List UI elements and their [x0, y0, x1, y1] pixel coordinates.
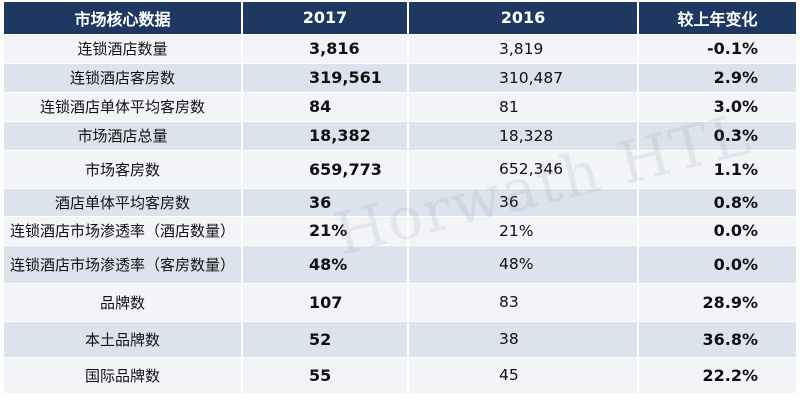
- table-row: 酒店单体平均客房数 36 36 0.8%: [4, 187, 796, 216]
- row-value-2017: 84: [242, 91, 409, 121]
- row-value-2017: 21%: [242, 215, 409, 245]
- row-change: 1.1%: [638, 149, 796, 188]
- row-value-2017: 3,816: [242, 33, 409, 63]
- table-row: 连锁酒店数量 3,816 3,819 -0.1%: [4, 33, 796, 63]
- row-value-2017: 52: [242, 320, 409, 357]
- row-value-2016: 45: [408, 356, 639, 393]
- row-value-2017: 659,773: [242, 149, 409, 188]
- table-header-row: 市场核心数据 2017 2016 较上年变化: [4, 2, 796, 34]
- header-2016: 2016: [408, 2, 639, 34]
- row-label: 国际品牌数: [4, 356, 243, 393]
- row-label: 市场酒店总量: [4, 120, 243, 150]
- row-change: 0.0%: [638, 215, 796, 245]
- row-label: 连锁酒店客房数: [4, 62, 243, 92]
- header-change: 较上年变化: [638, 2, 796, 34]
- row-label: 连锁酒店市场渗透率（酒店数量）: [4, 215, 243, 245]
- row-change: 0.0%: [638, 244, 796, 283]
- row-change: 22.2%: [638, 356, 796, 393]
- table-row: 连锁酒店市场渗透率（客房数量） 48% 48% 0.0%: [4, 244, 796, 283]
- row-label: 连锁酒店单体平均客房数: [4, 91, 243, 121]
- row-label: 连锁酒店市场渗透率（客房数量）: [4, 244, 243, 283]
- header-2017: 2017: [242, 2, 409, 34]
- row-value-2016: 38: [408, 320, 639, 357]
- table-row: 市场客房数 659,773 652,346 1.1%: [4, 149, 796, 188]
- table-row: 连锁酒店单体平均客房数 84 81 3.0%: [4, 91, 796, 121]
- table-row: 品牌数 107 83 28.9%: [4, 282, 796, 321]
- table-row: 市场酒店总量 18,382 18,328 0.3%: [4, 120, 796, 150]
- row-change: -0.1%: [638, 33, 796, 63]
- row-value-2016: 81: [408, 91, 639, 121]
- row-value-2016: 18,328: [408, 120, 639, 150]
- row-value-2017: 319,561: [242, 62, 409, 92]
- row-label: 本土品牌数: [4, 320, 243, 357]
- table-row: 连锁酒店市场渗透率（酒店数量） 21% 21% 0.0%: [4, 215, 796, 245]
- table-row: 连锁酒店客房数 319,561 310,487 2.9%: [4, 62, 796, 92]
- header-metric: 市场核心数据: [4, 2, 243, 34]
- row-change: 2.9%: [638, 62, 796, 92]
- row-change: 0.8%: [638, 187, 796, 216]
- row-change: 28.9%: [638, 282, 796, 321]
- row-value-2016: 36: [408, 187, 639, 216]
- row-change: 36.8%: [638, 320, 796, 357]
- row-label: 酒店单体平均客房数: [4, 187, 243, 216]
- row-change: 0.3%: [638, 120, 796, 150]
- row-value-2017: 107: [242, 282, 409, 321]
- row-value-2016: 83: [408, 282, 639, 321]
- row-value-2016: 21%: [408, 215, 639, 245]
- row-value-2017: 48%: [242, 244, 409, 283]
- row-label: 连锁酒店数量: [4, 33, 243, 63]
- row-value-2016: 310,487: [408, 62, 639, 92]
- row-value-2016: 3,819: [408, 33, 639, 63]
- row-change: 3.0%: [638, 91, 796, 121]
- row-value-2017: 36: [242, 187, 409, 216]
- table-row: 国际品牌数 55 45 22.2%: [4, 356, 796, 393]
- row-value-2016: 48%: [408, 244, 639, 283]
- row-value-2017: 18,382: [242, 120, 409, 150]
- row-label: 品牌数: [4, 282, 243, 321]
- row-label: 市场客房数: [4, 149, 243, 188]
- table-row: 本土品牌数 52 38 36.8%: [4, 320, 796, 357]
- row-value-2017: 55: [242, 356, 409, 393]
- market-core-data-table: 市场核心数据 2017 2016 较上年变化 连锁酒店数量 3,816 3,81…: [4, 2, 796, 393]
- row-value-2016: 652,346: [408, 149, 639, 188]
